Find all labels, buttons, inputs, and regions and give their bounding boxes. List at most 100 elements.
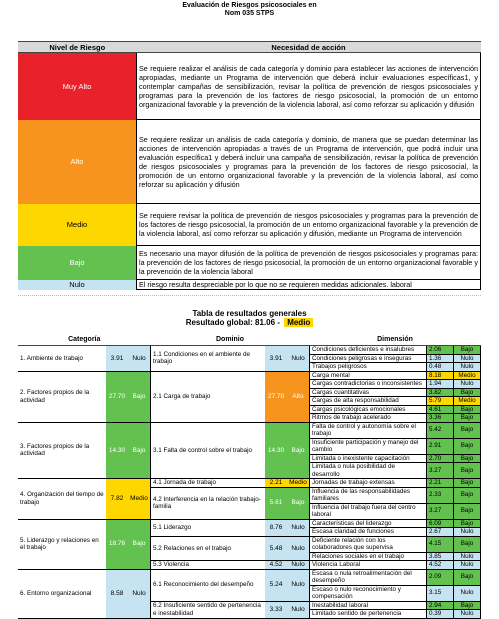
risk-level-cell: Medio xyxy=(18,203,137,246)
domain-name: 4.2 Interferencia en la relación trabajo… xyxy=(150,487,265,520)
dimension-value: 2.67 xyxy=(426,527,454,537)
dimension-value: 4.61 xyxy=(426,404,454,414)
dimension-name: Trabajos peligrosos xyxy=(309,362,427,372)
dimension-value: 8.18 xyxy=(426,370,454,380)
table-row: 5.3 Violencia 4.52 Nulo Violencia Laboral 4.… xyxy=(18,560,481,570)
risk-row: Medio Se requiere revisar la política de … xyxy=(18,203,481,246)
dimension-level: Nulo xyxy=(453,551,481,561)
dimension-level: Nulo xyxy=(453,584,481,602)
risk-row: Nulo El riesgo resulta despreciable por l… xyxy=(18,279,481,290)
risk-level-cell: Bajo xyxy=(18,245,137,280)
dimension-level: Bajo xyxy=(453,404,481,414)
dimension-value: 3.15 xyxy=(426,584,454,602)
domain-level: Bajo xyxy=(287,487,310,520)
table-row: 3. Factores propios de la actividad 14.30… xyxy=(18,421,481,479)
category-value: 7.82 xyxy=(106,478,128,520)
global-result-label: Resultado global: 81.06 - xyxy=(185,318,280,327)
dimension-name: Limitada o nula posibilidad de desarroll… xyxy=(309,462,427,479)
dimension-level: Bajo xyxy=(453,437,481,455)
dimension-name: Deficiente relación con los colaboradore… xyxy=(309,535,427,553)
table-row: 4.2 Interferencia en la relación trabajo… xyxy=(18,486,481,520)
results-header-dimension: Dimensión xyxy=(309,334,481,346)
dimension-level: Nulo xyxy=(453,379,481,389)
category-name: 2. Factores propios de la actividad xyxy=(18,371,106,423)
domain-level: Alto xyxy=(287,371,310,423)
category-value: 3.91 xyxy=(106,345,128,372)
table-row: 6. Entorno organizacional 8.58 Nulo 6.1 Rec… xyxy=(18,568,481,619)
domain-value: 2.21 xyxy=(265,478,287,488)
table-row: Trabajos peligrosos 0.48 Nulo xyxy=(18,362,481,372)
global-result: Resultado global: 81.06 - Medio xyxy=(0,318,499,327)
dimension-name: Violencia Laboral xyxy=(309,560,427,570)
category-value: 14.30 xyxy=(106,422,128,479)
category-value: 27.70 xyxy=(106,371,128,423)
risk-level-cell: Muy Alto xyxy=(18,52,137,120)
risk-action-text: Se requiere realizar el análisis de cada… xyxy=(136,52,481,120)
dimension-level: Nulo xyxy=(453,527,481,537)
domain-level: Nulo xyxy=(287,601,310,619)
report-title-line1: Evaluación de Riesgos psicosociales en xyxy=(182,2,317,9)
dimension-level: Bajo xyxy=(453,453,481,463)
results-title: Tabla de resultados generales xyxy=(192,309,307,318)
domain-value: 5.48 xyxy=(265,536,287,561)
category-level: Medio xyxy=(128,478,151,520)
table-row: Influencia del trabajo fuera del centro … xyxy=(18,502,481,520)
dimension-name: Condiciones peligrosas e inseguras xyxy=(309,353,427,363)
category-name: 4. Organización del tiempo de trabajo xyxy=(18,478,106,520)
dimension-name: Escasa claridad de funciones xyxy=(309,527,427,537)
dimension-value: 2.21 xyxy=(426,478,454,488)
domain-value: 27.70 xyxy=(265,371,287,423)
dimension-value: 2.94 xyxy=(426,600,454,610)
dimension-value: 2.33 xyxy=(426,486,454,504)
category-level: Nulo xyxy=(128,345,151,372)
dimension-name: Escasa o nula retroalimentación del dese… xyxy=(309,568,427,586)
results-header-category: Categoría xyxy=(18,334,151,346)
category-name: 1. Ambiente de trabajo xyxy=(18,345,106,372)
dimension-level: Bajo xyxy=(453,568,481,586)
risk-header-action: Necesidad de acción xyxy=(136,41,481,53)
risk-action-text: El riesgo resulta despreciable por lo qu… xyxy=(136,279,481,290)
dimension-level: Bajo xyxy=(453,518,481,528)
dimension-level: Bajo xyxy=(453,387,481,397)
dimension-level: Nulo xyxy=(453,362,481,372)
risk-action-text: Se requiere revisar la política de preve… xyxy=(136,203,481,246)
domain-name: 6.2 Insuficiente sentido de pertenencia … xyxy=(150,601,265,619)
domain-value: 3.91 xyxy=(265,345,287,372)
table-row: Limitada o nula posibilidad de desarroll… xyxy=(18,462,481,479)
risk-action-text: Se requiere realizar un análisis de cada… xyxy=(136,119,481,204)
table-row: Escaso o nulo reconocimiento y compensac… xyxy=(18,584,481,602)
dimension-value: 5.79 xyxy=(426,396,454,406)
dimension-level: Bajo xyxy=(453,345,481,355)
domain-name: 1.1 Condiciones en el ambiente de trabaj… xyxy=(150,345,265,372)
dimension-name: Cargas psicológicas emocionales xyxy=(309,404,427,414)
domain-level: Bajo xyxy=(287,422,310,479)
category-level: Bajo xyxy=(128,422,151,479)
domain-name: 3.1 Falta de control sobre el trabajo xyxy=(150,422,265,479)
domain-level: Nulo xyxy=(287,536,310,561)
category-value: 18.76 xyxy=(106,519,128,570)
table-row: 4. Organización del tiempo de trabajo 7.8… xyxy=(18,478,481,520)
risk-level-cell: Nulo xyxy=(18,279,137,290)
dimension-name: Inestabilidad laboral xyxy=(309,600,427,610)
dimension-value: 3.82 xyxy=(426,387,454,397)
domain-value: 4.52 xyxy=(265,560,287,570)
dimension-level: Bajo xyxy=(453,486,481,504)
dimension-value: 2.70 xyxy=(426,453,454,463)
dimension-level: Bajo xyxy=(453,535,481,553)
domain-name: 4.1 Jornada de trabajo xyxy=(150,478,265,488)
domain-level: Nulo xyxy=(287,345,310,372)
risk-action-text: Es necesario una mayor difusión de la po… xyxy=(136,245,481,280)
dimension-value: 3.27 xyxy=(426,502,454,520)
dimension-name: Influencia del trabajo fuera del centro … xyxy=(309,502,427,520)
dimension-name: Cargas de alta responsabilidad xyxy=(309,396,427,406)
domain-level: Nulo xyxy=(287,519,310,537)
dimension-value: 3.27 xyxy=(426,462,454,479)
dimension-name: Insuficiente participación y manejo del … xyxy=(309,437,427,455)
global-result-level-badge: Medio xyxy=(284,318,314,327)
domain-value: 5.24 xyxy=(265,569,287,602)
dimension-name: Relaciones sociales en el trabajo xyxy=(309,551,427,561)
dimension-value: 2.91 xyxy=(426,437,454,455)
risk-row: Bajo Es necesario una mayor difusión de l… xyxy=(18,245,481,280)
dimension-value: 6.09 xyxy=(426,518,454,528)
dimension-value: 0.48 xyxy=(426,362,454,372)
